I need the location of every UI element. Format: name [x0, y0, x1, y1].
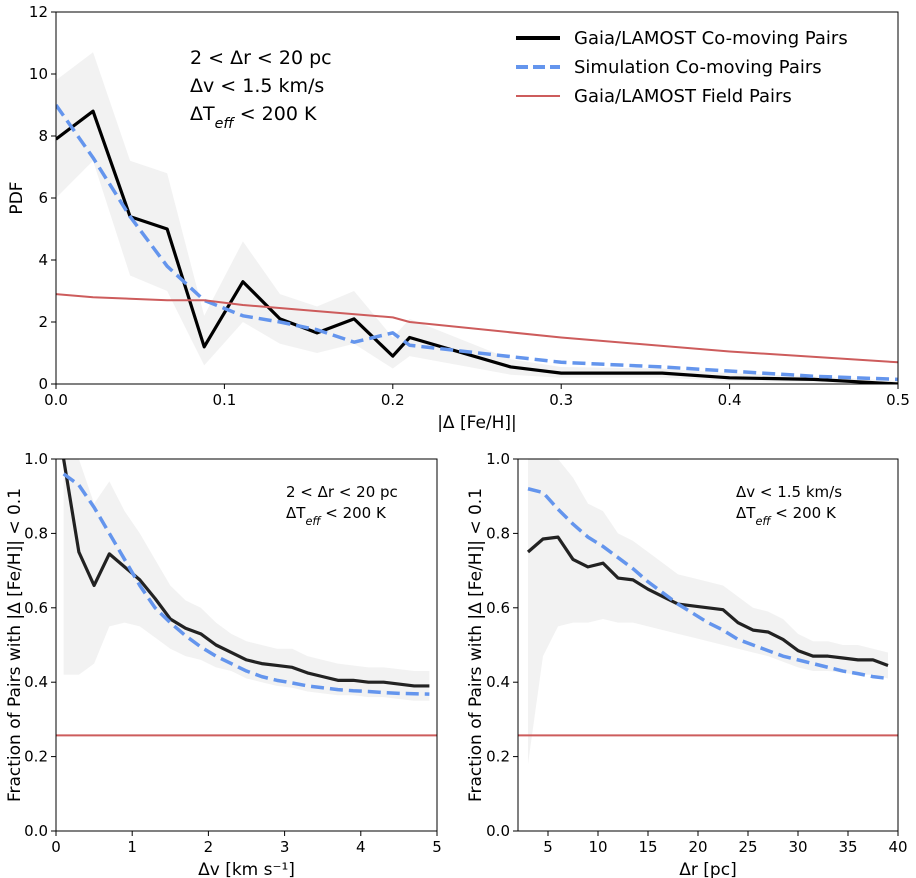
y-tick-label: 0 — [38, 375, 48, 393]
annotation-text: 2 < Δr < 20 pc — [190, 47, 332, 69]
y-tick-label: 0.8 — [486, 524, 510, 542]
annotation-text: ΔTeff < 200 K — [190, 103, 317, 132]
y-tick-label: 4 — [38, 251, 48, 269]
annotation-text: 2 < Δr < 20 pc — [286, 483, 398, 501]
panel-bottom-left-dv: 0 1 2 3 4 5 0.0 0.2 0.4 0.6 0.8 1.0 Δv [km s⁻¹] Fract… — [5, 450, 442, 878]
annotation-text: ΔTeff < 200 K — [286, 504, 387, 528]
x-tick-label: 10 — [588, 838, 607, 856]
x-axis-label: |Δ [Fe/H]| — [437, 413, 517, 433]
x-tick-label: 1 — [127, 838, 137, 856]
x-tick-label: 0.3 — [549, 391, 573, 409]
y-tick-label: 0.6 — [486, 599, 510, 617]
x-tick-label: 30 — [788, 838, 807, 856]
legend-label-gaia-lamost-field-pairs: Gaia/LAMOST Field Pairs — [574, 86, 792, 107]
x-axis-label: Δr [pc] — [679, 860, 736, 878]
y-axis-label: Fraction of Pairs with |Δ [Fe/H]| < 0.1 — [5, 488, 25, 802]
y-tick-label: 2 — [38, 313, 48, 331]
panel-top-pdf: 0.0 0.1 0.2 0.3 0.4 0.5 0 2 4 6 8 10 12 |Δ [Fe/H]| PDF… — [7, 3, 910, 433]
x-tick-label: 0 — [51, 838, 61, 856]
x-tick-label: 0.0 — [44, 391, 68, 409]
y-tick-label: 8 — [38, 127, 48, 145]
x-tick-label: 15 — [638, 838, 657, 856]
uncertainty-band-gaia-lamost-co-moving-pairs — [528, 459, 888, 765]
series-line-gaia-lamost-co-moving-pairs — [56, 109, 898, 384]
plot-frame — [55, 458, 438, 832]
x-tick-label: 0.5 — [886, 391, 910, 409]
x-tick-label: 20 — [688, 838, 707, 856]
y-axis-label: PDF — [7, 181, 27, 214]
series-line-simulation-co-moving-pairs — [62, 472, 430, 696]
x-tick-label: 4 — [356, 838, 366, 856]
y-axis-label: Fraction of Pairs with |Δ [Fe/H]| < 0.1 — [466, 488, 486, 802]
x-tick-label: 0.4 — [718, 391, 742, 409]
x-tick-label: 0.2 — [381, 391, 405, 409]
annotation-text: Δv < 1.5 km/s — [190, 75, 324, 97]
x-tick-label: 2 — [204, 838, 214, 856]
uncertainty-band-gaia-lamost-co-moving-pairs — [63, 459, 430, 701]
y-tick-label: 0.4 — [24, 673, 48, 691]
x-tick-label: 3 — [280, 838, 290, 856]
y-tick-label: 0.0 — [486, 822, 510, 840]
y-tick-label: 12 — [29, 3, 48, 21]
x-tick-label: 5 — [543, 838, 553, 856]
y-tick-label: 0.6 — [24, 599, 48, 617]
y-tick-label: 1.0 — [24, 450, 48, 468]
legend-label-gaia-lamost-co-moving-pairs: Gaia/LAMOST Co-moving Pairs — [574, 28, 848, 49]
x-axis-label: Δv [km s⁻¹] — [198, 860, 295, 878]
y-tick-label: 0.2 — [486, 748, 510, 766]
series-line-gaia-lamost-co-moving-pairs — [62, 459, 430, 688]
y-tick-label: 0.0 — [24, 822, 48, 840]
y-tick-label: 1.0 — [486, 450, 510, 468]
y-tick-label: 0.8 — [24, 524, 48, 542]
x-tick-label: 0.1 — [212, 391, 236, 409]
x-tick-label: 5 — [432, 838, 442, 856]
panel-bottom-right-dr: 5 10 15 20 25 30 35 40 0.0 0.2 0.4 0.6 0.8 1.0 Δr [pc]… — [466, 450, 908, 878]
x-tick-label: 25 — [738, 838, 757, 856]
y-tick-label: 6 — [38, 189, 48, 207]
plot-frame — [517, 458, 899, 832]
annotation-text: Δv < 1.5 km/s — [736, 483, 842, 501]
legend-label-simulation-co-moving-pairs: Simulation Co-moving Pairs — [574, 57, 822, 78]
series-line-gaia-lamost-field-pairs — [56, 293, 898, 364]
x-tick-label: 35 — [838, 838, 857, 856]
x-tick-label: 40 — [888, 838, 907, 856]
series-line-simulation-co-moving-pairs — [56, 103, 898, 382]
y-tick-label: 0.4 — [486, 673, 510, 691]
y-tick-label: 10 — [29, 65, 48, 83]
series-line-gaia-lamost-co-moving-pairs — [526, 535, 889, 667]
annotation-text: ΔTeff < 200 K — [736, 504, 837, 528]
uncertainty-band-gaia-lamost-co-moving-pairs — [56, 52, 898, 384]
series-line-simulation-co-moving-pairs — [527, 487, 889, 681]
y-tick-label: 0.2 — [24, 748, 48, 766]
